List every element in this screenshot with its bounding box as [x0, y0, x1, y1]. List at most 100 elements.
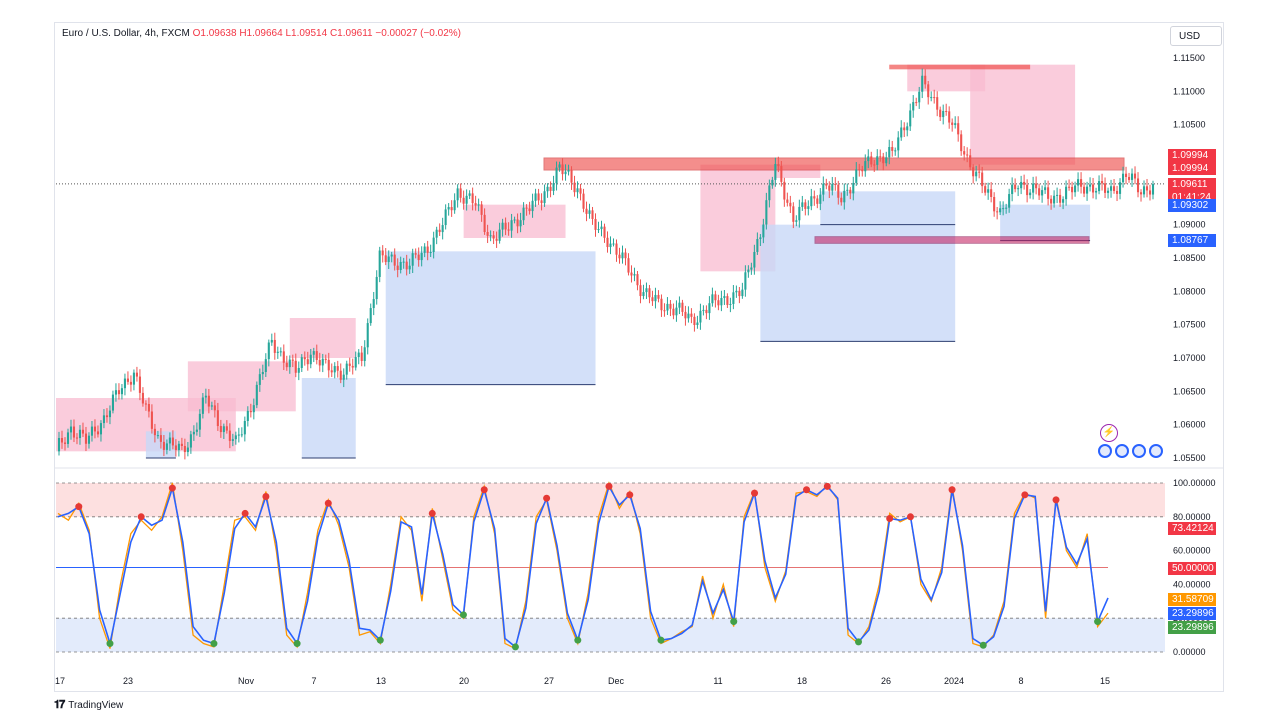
currency-unit-button[interactable]: USD [1170, 26, 1222, 46]
candle-body [969, 155, 972, 168]
candle-body [633, 274, 636, 276]
candle-body [636, 274, 639, 286]
sell-signal-dot [803, 486, 811, 494]
price-tick-label: 1.07000 [1173, 353, 1206, 363]
candle-body [924, 75, 927, 85]
oscillator-tag: 31.58709 [1168, 592, 1216, 606]
event-icon-1[interactable] [1098, 444, 1112, 458]
candle-body [708, 303, 711, 314]
candle-body [387, 256, 390, 263]
buy-signal-dot [511, 643, 519, 651]
candle-body [1071, 186, 1074, 193]
candle-body [957, 123, 960, 135]
candle-body [849, 189, 852, 194]
price-tick-label: 1.05500 [1173, 453, 1206, 463]
candle-body [255, 384, 258, 406]
candle-body [492, 235, 495, 239]
candle-body [1115, 190, 1119, 194]
candle-body [135, 372, 138, 377]
lightning-icon[interactable]: ⚡ [1100, 424, 1118, 442]
candle-body [729, 303, 732, 305]
osc-tick-label: 0.00000 [1173, 647, 1206, 657]
candle-body [1109, 186, 1113, 191]
candle-body [870, 156, 873, 165]
buy-signal-dot [376, 636, 384, 644]
oscillator-tag: 23.29896 [1168, 606, 1216, 620]
candle-body [264, 359, 267, 372]
sell-signal-dot [626, 491, 634, 499]
candle-body [333, 366, 336, 373]
buy-signal-dot [854, 638, 862, 646]
candle-body [903, 127, 906, 131]
candle-body [735, 290, 738, 293]
symbol-title: Euro / U.S. Dollar, 4h, FXCM [62, 28, 190, 39]
time-tick-label: 18 [797, 676, 807, 686]
candle-body [753, 251, 756, 268]
buy-signal-dot [1094, 618, 1102, 626]
event-icon-2[interactable] [1115, 444, 1129, 458]
candle-body [834, 183, 837, 185]
flag-icon[interactable] [1149, 444, 1163, 458]
candle-body [852, 182, 855, 194]
candle-body [390, 254, 393, 257]
candle-body [378, 250, 381, 277]
price-tag: 1.09302 [1168, 198, 1216, 212]
events-icons[interactable] [1098, 444, 1163, 458]
candle-body [549, 186, 552, 191]
candle-body [615, 243, 618, 255]
time-tick-label: 11 [713, 676, 722, 686]
candle-body [180, 443, 183, 446]
candle-body [678, 302, 681, 308]
candle-body [1041, 190, 1044, 196]
candle-body [294, 360, 297, 373]
candle-body [780, 166, 783, 182]
candle-body [219, 426, 222, 433]
candle-body [900, 127, 903, 138]
candle-body [915, 102, 918, 104]
candle-body [579, 188, 582, 194]
candle-body [234, 435, 237, 440]
candle-body [597, 229, 600, 231]
candle-body [996, 211, 999, 213]
candle-body [546, 186, 549, 192]
candle-body [645, 288, 648, 293]
tradingview-brand[interactable]: 𝟏𝟕 TradingView [54, 699, 123, 712]
candle-body [93, 426, 97, 432]
sell-signal-dot [168, 484, 176, 492]
candle-body [177, 443, 180, 451]
candle-body [768, 185, 771, 201]
candle-body [237, 434, 240, 436]
candle-body [468, 193, 471, 196]
candle-body [306, 359, 309, 365]
event-icon-3[interactable] [1132, 444, 1146, 458]
candle-body [732, 292, 735, 304]
sell-signal-dot [948, 486, 956, 494]
candle-body [858, 169, 861, 171]
candle-body [1133, 173, 1137, 179]
price-tick-label: 1.10500 [1173, 120, 1206, 130]
price-tick-label: 1.09000 [1173, 220, 1206, 230]
candle-body [420, 252, 423, 261]
candle-body [882, 156, 885, 164]
candle-body [111, 394, 114, 411]
sell-signal-dot [480, 486, 488, 494]
candle-body [132, 372, 135, 385]
candle-body [1104, 183, 1107, 193]
candle-body [171, 437, 174, 446]
candle-body [789, 202, 792, 207]
candle-body [288, 359, 291, 368]
buy-signal-dot [293, 640, 301, 648]
candle-body [1050, 198, 1053, 204]
ohlc-values: O1.09638 H1.09664 L1.09514 C1.09611 −0.0… [192, 28, 461, 39]
candle-body [336, 366, 339, 371]
candle-body [1127, 176, 1131, 180]
candle-body [384, 255, 387, 263]
candle-body [396, 265, 399, 270]
candle-body [828, 185, 831, 191]
candle-body [324, 358, 327, 360]
candle-body [939, 109, 942, 118]
time-tick-label: Dec [608, 676, 625, 686]
candle-body [762, 224, 765, 238]
candle-body [573, 182, 576, 193]
